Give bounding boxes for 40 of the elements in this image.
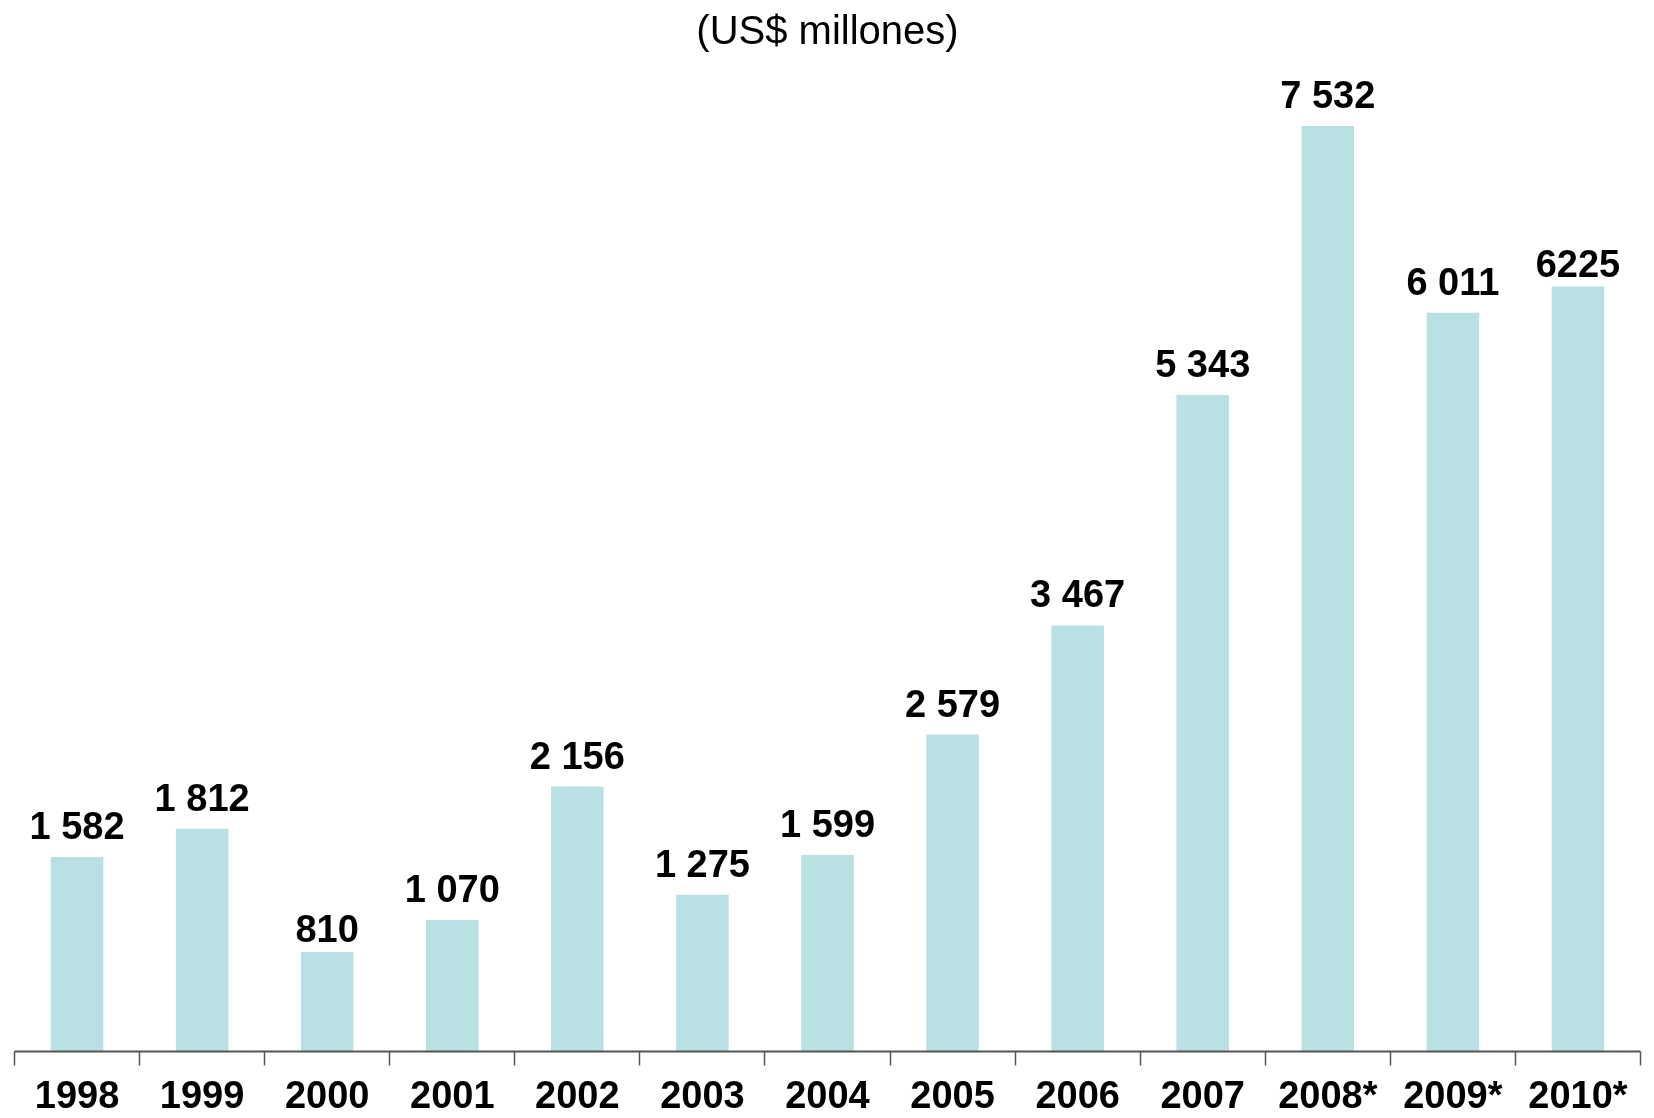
x-tick-label: 2003	[660, 1073, 745, 1116]
x-tick-label: 2002	[535, 1073, 620, 1116]
bar	[1551, 286, 1605, 1052]
bar	[1301, 125, 1355, 1052]
data-label: 1 070	[404, 868, 500, 911]
x-tick-label: 2004	[785, 1073, 870, 1116]
data-label: 1 599	[779, 803, 876, 845]
x-tick-label: 2000	[284, 1073, 370, 1116]
bar	[50, 857, 104, 1052]
data-label: 1 582	[29, 805, 125, 848]
x-tick-label: 2009*	[1403, 1073, 1503, 1116]
x-tick-label: 2006	[1035, 1073, 1120, 1116]
bar	[926, 734, 979, 1052]
x-tick-label: 2007	[1160, 1073, 1246, 1116]
data-label: 2 156	[529, 734, 625, 777]
data-label: 7 532	[1280, 73, 1376, 116]
bar	[1176, 394, 1229, 1052]
x-tick-label: 1998	[34, 1073, 120, 1116]
x-tick-label: 2010*	[1528, 1073, 1628, 1116]
data-label: 810	[295, 907, 359, 950]
bar	[1051, 625, 1104, 1052]
chart-title: (US$ millones)	[696, 7, 959, 52]
bar	[551, 786, 604, 1052]
data-label: 1 275	[654, 842, 750, 885]
x-tick-label: 2005	[910, 1073, 995, 1116]
bar	[1426, 312, 1480, 1052]
data-label: 6225	[1535, 242, 1621, 285]
bar	[300, 951, 354, 1052]
data-label: 3 467	[1030, 573, 1126, 616]
bar	[676, 894, 729, 1052]
bar	[175, 828, 229, 1052]
data-label: 6 011	[1406, 260, 1500, 303]
bar	[426, 920, 479, 1052]
data-label: 1 812	[154, 776, 250, 819]
data-label: 5 343	[1155, 342, 1251, 385]
bar	[801, 855, 854, 1052]
x-tick-label: 2008*	[1278, 1073, 1378, 1116]
x-tick-label: 2001	[410, 1073, 495, 1116]
x-tick-label: 1999	[159, 1073, 245, 1116]
data-label: 2 579	[905, 682, 1001, 725]
